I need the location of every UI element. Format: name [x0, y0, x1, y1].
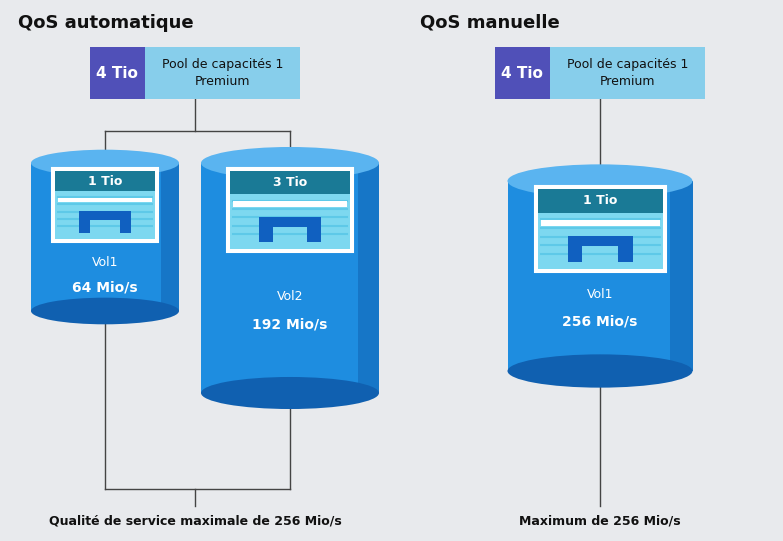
Text: Vol2: Vol2	[276, 290, 303, 303]
FancyBboxPatch shape	[537, 189, 662, 213]
FancyBboxPatch shape	[619, 243, 633, 262]
FancyBboxPatch shape	[233, 201, 347, 207]
Text: 1 Tio: 1 Tio	[88, 175, 122, 188]
Polygon shape	[31, 163, 179, 311]
Text: Vol1: Vol1	[586, 288, 613, 301]
Text: QoS automatique: QoS automatique	[18, 14, 193, 32]
Text: 4 Tio: 4 Tio	[501, 65, 543, 81]
Ellipse shape	[507, 354, 692, 388]
Ellipse shape	[201, 147, 379, 179]
FancyBboxPatch shape	[259, 217, 321, 227]
FancyBboxPatch shape	[145, 47, 300, 99]
FancyBboxPatch shape	[120, 217, 131, 233]
Text: Vol1: Vol1	[92, 256, 118, 269]
FancyBboxPatch shape	[568, 243, 582, 262]
Text: Pool de capacités 1
Premium: Pool de capacités 1 Premium	[161, 58, 283, 88]
Text: 3 Tio: 3 Tio	[272, 176, 307, 189]
Ellipse shape	[31, 298, 179, 324]
Polygon shape	[161, 163, 179, 311]
Ellipse shape	[507, 164, 692, 197]
FancyBboxPatch shape	[55, 192, 155, 239]
Ellipse shape	[201, 377, 379, 409]
FancyBboxPatch shape	[230, 194, 350, 249]
Text: QoS manuelle: QoS manuelle	[420, 14, 560, 32]
FancyBboxPatch shape	[535, 186, 666, 272]
Text: Pool de capacités 1
Premium: Pool de capacités 1 Premium	[567, 58, 688, 88]
Polygon shape	[358, 163, 379, 393]
Text: 256 Mio/s: 256 Mio/s	[562, 315, 637, 328]
FancyBboxPatch shape	[495, 47, 550, 99]
FancyBboxPatch shape	[230, 171, 350, 194]
Text: 1 Tio: 1 Tio	[583, 195, 617, 208]
Text: Maximum de 256 Mio/s: Maximum de 256 Mio/s	[519, 514, 680, 527]
FancyBboxPatch shape	[55, 171, 155, 192]
Polygon shape	[201, 163, 379, 393]
FancyBboxPatch shape	[58, 197, 152, 202]
FancyBboxPatch shape	[537, 213, 662, 269]
FancyBboxPatch shape	[568, 236, 633, 246]
FancyBboxPatch shape	[227, 168, 353, 252]
Text: 192 Mio/s: 192 Mio/s	[252, 317, 328, 331]
FancyBboxPatch shape	[52, 168, 158, 242]
FancyBboxPatch shape	[79, 217, 91, 233]
Text: 64 Mio/s: 64 Mio/s	[72, 280, 138, 294]
FancyBboxPatch shape	[259, 224, 272, 242]
FancyBboxPatch shape	[550, 47, 705, 99]
Polygon shape	[670, 181, 692, 371]
Text: Qualité de service maximale de 256 Mio/s: Qualité de service maximale de 256 Mio/s	[49, 514, 341, 527]
Ellipse shape	[31, 150, 179, 176]
FancyBboxPatch shape	[79, 211, 131, 220]
Text: 4 Tio: 4 Tio	[96, 65, 139, 81]
FancyBboxPatch shape	[308, 224, 321, 242]
FancyBboxPatch shape	[540, 220, 659, 226]
FancyBboxPatch shape	[90, 47, 145, 99]
Polygon shape	[507, 181, 692, 371]
